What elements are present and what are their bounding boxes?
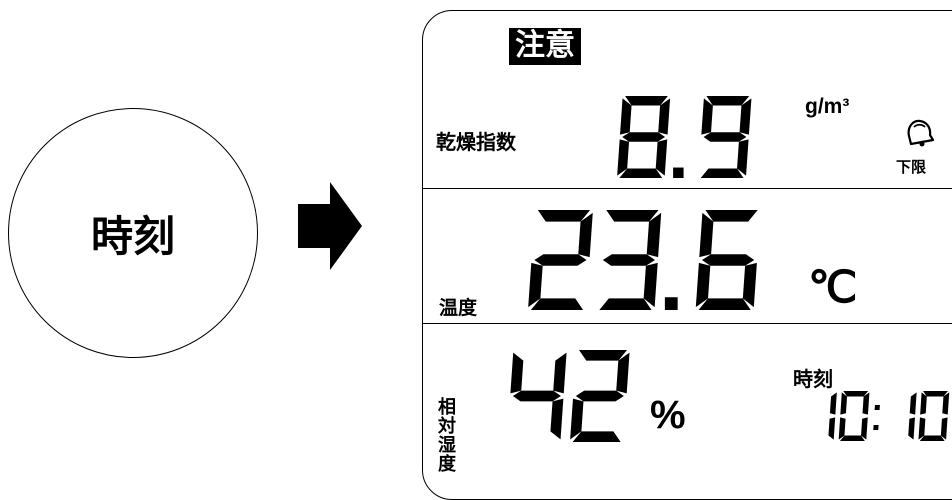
- lcd-segment-d: [839, 435, 865, 441]
- divider-bottom: [422, 323, 952, 324]
- alert-badge: 注意: [509, 28, 581, 65]
- lcd-segment-c: [861, 417, 868, 440]
- lcd-segment-a: [625, 96, 668, 106]
- lcd-segment-f: [620, 98, 632, 135]
- clock-label: 時刻: [793, 367, 833, 391]
- lcd-segment-g: [703, 132, 747, 142]
- lcd-segment-c: [737, 139, 749, 176]
- lcd-segment-e: [528, 262, 543, 308]
- lcd-colon-dot: [873, 425, 879, 430]
- temperature-unit: ℃: [808, 263, 858, 312]
- right-arrow-icon: [298, 182, 362, 270]
- lcd-segment-c: [908, 417, 915, 440]
- lcd-segment-a: [537, 210, 591, 222]
- lcd-segment-c: [655, 139, 668, 176]
- bell-icon: [907, 119, 935, 147]
- divider-top: [422, 188, 952, 189]
- lcd-segment-f: [510, 352, 524, 394]
- lcd-segment-a: [843, 391, 869, 397]
- lcd-segment-f: [920, 392, 927, 415]
- lcd-segment-g: [622, 132, 666, 142]
- lcd-segment-d: [919, 435, 945, 441]
- lcd-segment-d: [572, 431, 621, 442]
- lcd-colon-dot: [874, 405, 880, 410]
- temperature-label: 温度: [439, 297, 478, 319]
- lcd-segment-g: [602, 254, 656, 266]
- lcd-segment-b: [829, 392, 837, 415]
- humidity-value-display: [510, 350, 630, 442]
- lcd-segment-g: [512, 390, 561, 402]
- dryness-value-display: [617, 96, 752, 178]
- clock-value-display: [828, 391, 950, 441]
- lcd-segment-a: [705, 210, 758, 222]
- humidity-unit: %: [650, 393, 686, 437]
- lcd-segment-b: [862, 392, 870, 415]
- lcd-decimal-point: [664, 297, 678, 310]
- lcd-segment-c: [828, 417, 836, 440]
- lcd-segment-e: [617, 139, 630, 176]
- lcd-segment-b: [553, 352, 567, 394]
- lcd-segment-b: [909, 392, 917, 415]
- lcd-segment-e: [695, 262, 711, 308]
- lower-limit-label: 下限: [896, 158, 927, 176]
- lcd-segment-b: [942, 392, 950, 415]
- lcd-decimal-point: [673, 167, 684, 178]
- lcd-segment-e: [570, 398, 584, 440]
- lcd-segment-c: [643, 262, 658, 308]
- lcd-segment-b: [646, 212, 662, 258]
- lcd-segment-d: [700, 168, 744, 178]
- temperature-value-display: [528, 210, 758, 310]
- lcd-segment-d: [599, 298, 652, 310]
- lcd-segment-a: [923, 391, 948, 397]
- lcd-segment-a: [606, 210, 659, 222]
- lcd-segment-d: [530, 298, 584, 310]
- humidity-label: 相対湿度: [438, 397, 456, 475]
- lcd-segment-g: [575, 390, 624, 402]
- lcd-segment-a: [579, 350, 628, 361]
- dryness-label: 乾燥指数: [436, 130, 516, 154]
- lcd-segment-c: [940, 417, 948, 440]
- lcd-segment-c: [550, 398, 564, 440]
- lcd-segment-f: [701, 98, 713, 135]
- lcd-segment-e: [918, 417, 926, 440]
- lcd-segment-g: [534, 254, 587, 266]
- lcd-segment-g: [702, 254, 755, 266]
- lcd-segment-a: [706, 96, 750, 106]
- lcd-segment-b: [739, 98, 752, 135]
- lcd-segment-f: [699, 212, 714, 258]
- trigger-label: 時刻: [90, 211, 175, 261]
- lcd-segment-b: [658, 98, 671, 135]
- lcd-segment-f: [840, 392, 848, 415]
- trigger-circle: [8, 108, 258, 358]
- dryness-unit: g/m³: [805, 95, 850, 118]
- lcd-segment-c: [742, 262, 757, 308]
- lcd-segment-b: [578, 212, 593, 258]
- lcd-segment-e: [838, 417, 846, 440]
- lcd-segment-b: [616, 352, 630, 394]
- lcd-segment-d: [619, 168, 663, 178]
- lcd-segment-d: [698, 298, 751, 310]
